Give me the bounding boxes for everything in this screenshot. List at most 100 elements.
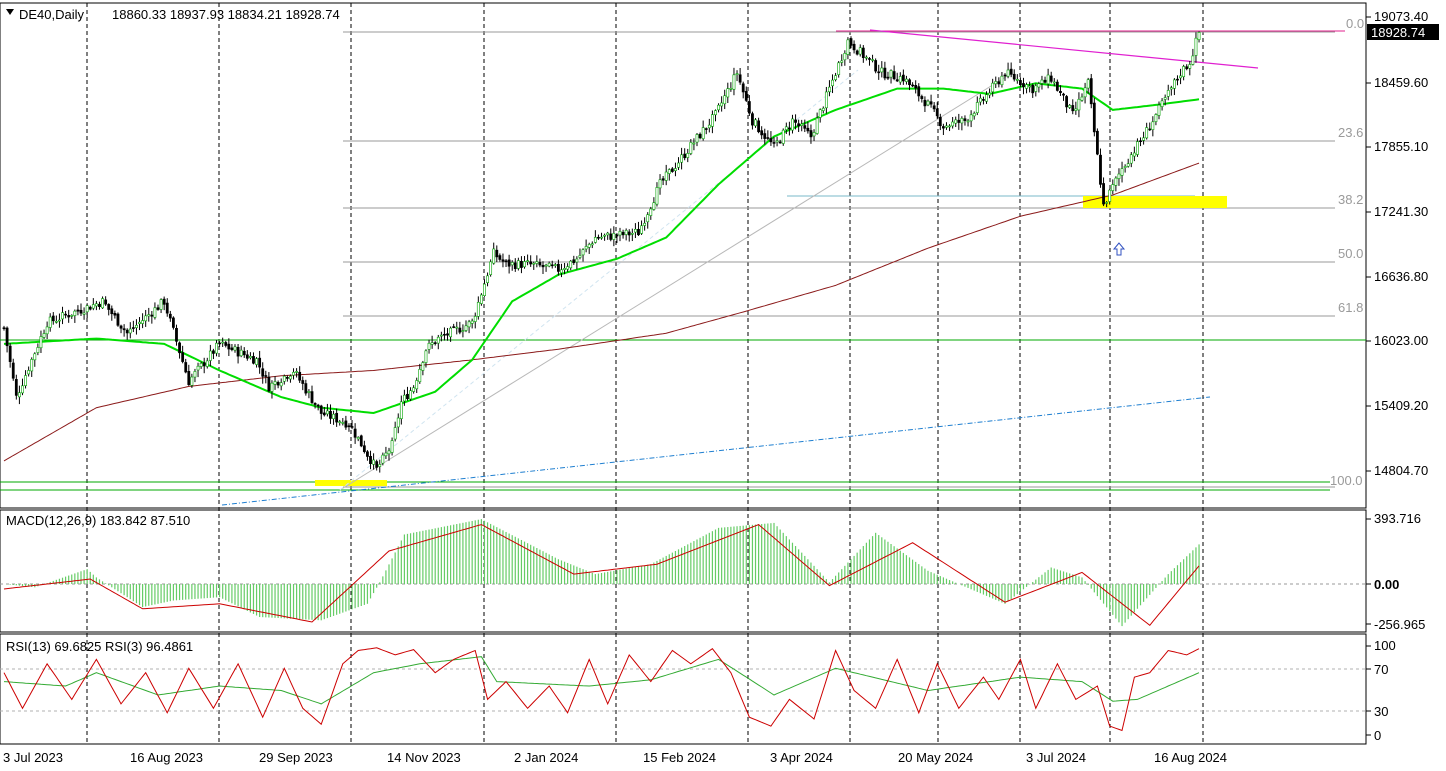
candle[interactable] xyxy=(33,353,37,361)
candle[interactable] xyxy=(1194,37,1198,56)
candle[interactable] xyxy=(889,70,893,78)
candle[interactable] xyxy=(79,309,83,314)
candle[interactable] xyxy=(1037,83,1041,88)
candle[interactable] xyxy=(874,60,878,72)
candle[interactable] xyxy=(572,259,576,264)
candle[interactable] xyxy=(30,359,34,372)
candle[interactable] xyxy=(252,356,255,364)
candle[interactable] xyxy=(298,371,302,381)
candle[interactable] xyxy=(418,369,422,383)
candle[interactable] xyxy=(803,125,807,129)
candle[interactable] xyxy=(1009,68,1013,75)
candle[interactable] xyxy=(150,314,154,317)
candle[interactable] xyxy=(960,118,964,124)
candle[interactable] xyxy=(1071,105,1075,112)
candle[interactable] xyxy=(1191,55,1195,65)
candle[interactable] xyxy=(520,260,523,268)
candle[interactable] xyxy=(325,410,329,415)
candle[interactable] xyxy=(292,371,295,376)
candle[interactable] xyxy=(741,83,745,93)
candle[interactable] xyxy=(159,299,163,310)
candle[interactable] xyxy=(168,313,172,319)
candle[interactable] xyxy=(276,382,280,386)
candle[interactable] xyxy=(135,324,138,328)
candle[interactable] xyxy=(384,452,388,457)
candle[interactable] xyxy=(412,387,416,392)
candle[interactable] xyxy=(1025,84,1028,89)
candle[interactable] xyxy=(978,97,982,103)
candle[interactable] xyxy=(1126,163,1130,167)
candle[interactable] xyxy=(701,127,705,139)
candle[interactable] xyxy=(1000,75,1004,85)
candle[interactable] xyxy=(1092,102,1096,133)
candle[interactable] xyxy=(218,342,222,345)
candle[interactable] xyxy=(369,455,372,465)
candle[interactable] xyxy=(593,237,597,243)
candle[interactable] xyxy=(14,379,18,396)
candle[interactable] xyxy=(11,362,15,379)
candle[interactable] xyxy=(347,425,351,428)
candle[interactable] xyxy=(85,305,89,313)
candle[interactable] xyxy=(1136,141,1139,155)
candle[interactable] xyxy=(677,162,680,168)
candle[interactable] xyxy=(624,230,628,235)
candle[interactable] xyxy=(196,365,200,371)
candle[interactable] xyxy=(455,326,459,329)
candle[interactable] xyxy=(670,168,674,172)
candle[interactable] xyxy=(402,394,406,402)
candle[interactable] xyxy=(1052,81,1056,84)
rsi-3-line[interactable] xyxy=(3,647,1200,732)
candle[interactable] xyxy=(988,92,992,96)
candle[interactable] xyxy=(914,85,918,89)
candle[interactable] xyxy=(319,405,323,414)
candle[interactable] xyxy=(473,316,477,322)
candle[interactable] xyxy=(362,445,366,452)
candle[interactable] xyxy=(815,117,819,134)
candle[interactable] xyxy=(1099,154,1102,185)
candle[interactable] xyxy=(208,350,212,361)
candle[interactable] xyxy=(399,401,403,419)
candle[interactable] xyxy=(966,120,970,123)
candle[interactable] xyxy=(587,244,591,248)
candle[interactable] xyxy=(1151,121,1155,130)
candle[interactable] xyxy=(202,362,206,367)
candle[interactable] xyxy=(1120,168,1124,176)
candle[interactable] xyxy=(470,320,474,324)
candle[interactable] xyxy=(590,243,594,246)
candle[interactable] xyxy=(735,73,739,76)
candle[interactable] xyxy=(621,231,625,236)
candle[interactable] xyxy=(430,342,434,345)
candle[interactable] xyxy=(396,417,400,428)
candlesticks[interactable] xyxy=(2,31,1201,473)
candle[interactable] xyxy=(917,86,921,97)
candle[interactable] xyxy=(831,79,834,87)
candle[interactable] xyxy=(249,356,252,359)
candle[interactable] xyxy=(8,345,12,362)
candle[interactable] xyxy=(1111,184,1115,191)
price-panel[interactable] xyxy=(0,2,1367,509)
candle[interactable] xyxy=(341,422,345,424)
candle[interactable] xyxy=(633,229,637,233)
candle[interactable] xyxy=(1086,79,1090,89)
candle[interactable] xyxy=(45,326,49,335)
candle[interactable] xyxy=(378,464,382,467)
candle[interactable] xyxy=(563,268,566,270)
candle[interactable] xyxy=(627,231,631,236)
candle[interactable] xyxy=(1015,78,1019,81)
candle[interactable] xyxy=(600,236,603,239)
candle[interactable] xyxy=(877,71,881,74)
candle[interactable] xyxy=(95,303,98,307)
candle[interactable] xyxy=(852,43,856,51)
candle[interactable] xyxy=(501,259,505,262)
candle[interactable] xyxy=(1142,137,1146,141)
candle[interactable] xyxy=(603,234,607,237)
candle[interactable] xyxy=(828,86,831,93)
candle[interactable] xyxy=(1166,90,1170,97)
candle[interactable] xyxy=(556,263,560,272)
candle[interactable] xyxy=(775,140,779,143)
candle[interactable] xyxy=(834,75,838,80)
candle[interactable] xyxy=(920,96,924,99)
candle[interactable] xyxy=(295,371,299,373)
candle[interactable] xyxy=(1105,202,1109,204)
candle[interactable] xyxy=(461,330,465,332)
